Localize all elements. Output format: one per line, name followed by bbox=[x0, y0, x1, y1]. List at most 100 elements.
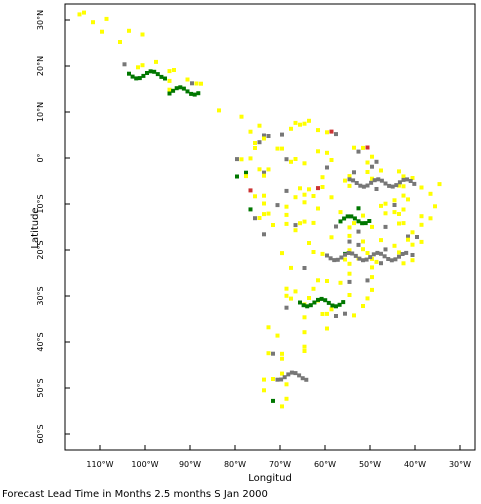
cell-gray bbox=[397, 254, 401, 259]
cell-green bbox=[298, 300, 302, 305]
cell-yellow bbox=[248, 129, 253, 134]
cell-yellow bbox=[352, 221, 356, 226]
cell-yellow bbox=[410, 242, 415, 247]
cell-gray bbox=[386, 257, 391, 261]
cell-green bbox=[271, 398, 275, 403]
cell-yellow bbox=[167, 78, 172, 83]
cell-yellow bbox=[347, 183, 352, 188]
cell-yellow bbox=[275, 333, 280, 338]
cell-gray bbox=[351, 178, 356, 183]
cell-green bbox=[356, 206, 361, 211]
cell-yellow bbox=[293, 195, 298, 200]
cell-yellow bbox=[316, 128, 320, 133]
x-tick-label: 80°W bbox=[224, 460, 246, 469]
cell-gray bbox=[280, 132, 284, 137]
cell-gray bbox=[374, 187, 379, 191]
cell-yellow bbox=[410, 176, 415, 180]
cell-yellow bbox=[347, 248, 352, 253]
cell-gray bbox=[379, 251, 383, 256]
cell-yellow bbox=[347, 261, 352, 266]
cell-gray bbox=[262, 170, 266, 175]
cell-yellow bbox=[293, 120, 298, 125]
cell-yellow bbox=[320, 175, 325, 180]
cell-gray bbox=[346, 251, 351, 255]
cell-yellow bbox=[311, 220, 316, 225]
cell-gray bbox=[325, 165, 329, 170]
cell-yellow bbox=[316, 278, 320, 283]
cell-green bbox=[338, 219, 343, 224]
cell-yellow bbox=[329, 235, 334, 240]
cell-yellow bbox=[397, 183, 401, 188]
cell-gray bbox=[408, 179, 413, 183]
cell-green bbox=[349, 214, 354, 219]
cell-yellow bbox=[397, 250, 401, 255]
cell-yellow bbox=[325, 150, 329, 155]
cell-green bbox=[360, 221, 365, 226]
cell-green bbox=[305, 304, 310, 309]
cell-yellow bbox=[338, 210, 343, 215]
cell-gray bbox=[397, 180, 402, 185]
cell-yellow bbox=[361, 213, 365, 218]
cell-yellow bbox=[284, 382, 289, 387]
cell-green bbox=[301, 303, 306, 308]
cell-gray bbox=[379, 178, 384, 183]
y-tick-label: 50°S bbox=[36, 378, 45, 397]
cell-yellow bbox=[329, 195, 334, 200]
x-tick-label: 30°W bbox=[449, 460, 471, 469]
cell-yellow bbox=[302, 192, 307, 197]
cell-gray bbox=[401, 177, 406, 182]
cell-gray bbox=[284, 188, 289, 193]
cell-green bbox=[137, 76, 142, 81]
cell-yellow bbox=[266, 325, 271, 330]
plot-frame bbox=[64, 3, 476, 451]
cell-yellow bbox=[401, 207, 406, 212]
cell-yellow bbox=[262, 193, 266, 198]
cell-gray bbox=[279, 377, 284, 382]
cell-yellow bbox=[307, 296, 311, 300]
cell-green bbox=[181, 86, 186, 91]
y-tick-label: 20°S bbox=[36, 240, 45, 259]
cell-yellow bbox=[280, 351, 284, 356]
forecast-cells bbox=[77, 10, 442, 409]
x-axis-title: Longitud bbox=[248, 473, 292, 484]
cell-green bbox=[185, 89, 190, 94]
y-tick-label: 30°N bbox=[36, 10, 45, 30]
cell-yellow bbox=[104, 16, 109, 21]
cell-green bbox=[334, 304, 338, 309]
y-tick-label: 10°S bbox=[36, 194, 45, 213]
cell-gray bbox=[370, 164, 374, 169]
cell-yellow bbox=[370, 154, 374, 159]
cell-yellow bbox=[307, 187, 311, 192]
cell-gray bbox=[400, 252, 405, 256]
cell-gray bbox=[383, 224, 388, 229]
cell-yellow bbox=[397, 169, 401, 174]
cell-yellow bbox=[410, 230, 415, 235]
cell-gray bbox=[412, 181, 417, 186]
cell-gray bbox=[356, 229, 361, 234]
cell-yellow bbox=[383, 211, 388, 216]
cell-yellow bbox=[347, 271, 352, 276]
cell-yellow bbox=[289, 296, 293, 301]
cell-yellow bbox=[343, 178, 347, 183]
cell-gray bbox=[257, 140, 262, 145]
cell-gray bbox=[369, 180, 374, 185]
cell-yellow bbox=[392, 198, 397, 203]
cell-yellow bbox=[370, 287, 374, 292]
cell-yellow bbox=[280, 371, 284, 376]
cell-yellow bbox=[262, 136, 266, 141]
cell-green bbox=[326, 300, 331, 305]
cell-yellow bbox=[419, 222, 424, 227]
cell-yellow bbox=[352, 313, 356, 318]
cell-yellow bbox=[262, 173, 266, 178]
cell-yellow bbox=[280, 404, 284, 409]
cell-green bbox=[192, 92, 197, 97]
cell-yellow bbox=[275, 146, 280, 151]
cell-green bbox=[141, 73, 146, 78]
cell-green bbox=[134, 76, 139, 81]
cell-gray bbox=[372, 178, 377, 183]
cell-yellow bbox=[302, 219, 307, 224]
cell-green bbox=[341, 300, 346, 305]
cell-yellow bbox=[397, 212, 401, 216]
cell-yellow bbox=[361, 247, 365, 252]
